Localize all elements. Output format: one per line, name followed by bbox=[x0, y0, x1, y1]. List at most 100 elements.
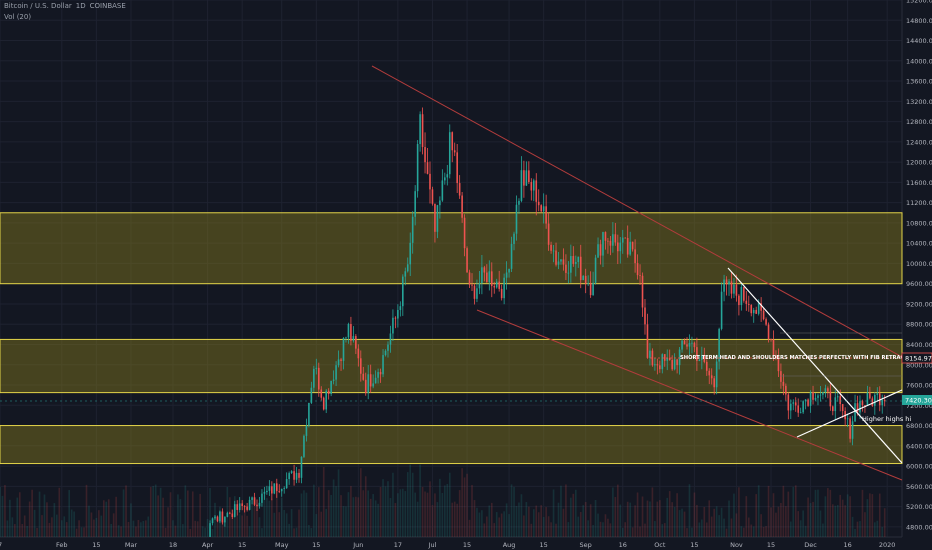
candle bbox=[283, 488, 285, 489]
volume-bar bbox=[305, 492, 308, 537]
candle bbox=[846, 418, 849, 420]
candle bbox=[498, 281, 500, 289]
candle bbox=[555, 250, 557, 265]
volume-bar bbox=[48, 522, 51, 537]
volume-bar bbox=[56, 514, 58, 537]
volume-bar bbox=[451, 502, 454, 537]
candle bbox=[446, 174, 449, 178]
volume-bar bbox=[330, 495, 332, 537]
candle bbox=[869, 392, 871, 399]
volume-bar bbox=[132, 520, 135, 537]
volume-bar bbox=[300, 493, 303, 537]
exchange-label: COINBASE bbox=[89, 2, 126, 10]
candle bbox=[355, 336, 357, 349]
volume-bar bbox=[75, 528, 78, 537]
candle bbox=[582, 275, 585, 281]
candle bbox=[792, 402, 795, 404]
volume-bar bbox=[621, 527, 624, 537]
volume-bar bbox=[253, 496, 256, 537]
candle bbox=[656, 364, 659, 366]
candle bbox=[550, 244, 552, 251]
candle bbox=[785, 385, 787, 395]
candle bbox=[436, 205, 439, 232]
candle bbox=[248, 499, 251, 510]
candle bbox=[337, 359, 340, 366]
interval-label: 1D bbox=[75, 2, 86, 10]
candle bbox=[856, 403, 859, 413]
candle bbox=[829, 391, 832, 407]
volume-bar bbox=[579, 512, 582, 537]
volume-bar bbox=[864, 512, 866, 537]
volume-bar bbox=[807, 497, 809, 537]
volume-bar bbox=[384, 486, 387, 537]
volume-bar bbox=[313, 484, 315, 537]
time-axis-label: Nov bbox=[730, 541, 743, 549]
volume-bar bbox=[584, 502, 587, 537]
volume-bar bbox=[409, 464, 412, 537]
volume-bar bbox=[824, 496, 827, 537]
volume-bar bbox=[866, 499, 869, 537]
candle bbox=[703, 355, 706, 362]
volume-bar bbox=[248, 526, 251, 537]
candle bbox=[458, 183, 461, 196]
candle bbox=[332, 379, 335, 381]
candle bbox=[572, 256, 575, 264]
candle bbox=[770, 339, 772, 340]
candle bbox=[404, 271, 407, 277]
volume-bar bbox=[883, 508, 886, 537]
candle bbox=[231, 513, 234, 517]
volume-bar bbox=[678, 510, 681, 537]
volume-bar bbox=[167, 507, 169, 537]
volume-bar bbox=[137, 519, 140, 537]
volume-bar bbox=[661, 524, 664, 537]
volume-bar bbox=[379, 486, 382, 537]
candle bbox=[520, 170, 523, 201]
volume-bar bbox=[881, 526, 884, 537]
candle bbox=[327, 390, 330, 394]
candle bbox=[518, 200, 520, 205]
volume-bar bbox=[488, 505, 491, 537]
volume-bar bbox=[387, 481, 389, 537]
volume-bar bbox=[414, 492, 416, 537]
candle bbox=[728, 281, 730, 285]
volume-bar bbox=[426, 492, 429, 537]
volume-bar bbox=[26, 526, 28, 537]
volume-bar bbox=[859, 521, 861, 537]
candle bbox=[490, 271, 493, 287]
volume-bar bbox=[402, 488, 404, 537]
candle bbox=[797, 405, 800, 413]
volume-bar bbox=[233, 496, 236, 537]
candle bbox=[379, 372, 382, 375]
volume-bar bbox=[476, 507, 478, 537]
candle bbox=[325, 390, 328, 410]
annotation-higher-highs: Higher highs hi bbox=[862, 415, 911, 423]
volume-bar bbox=[560, 485, 562, 537]
volume-bar bbox=[60, 520, 63, 537]
time-axis-label: Aug bbox=[503, 541, 516, 549]
volume-bar bbox=[130, 503, 132, 537]
volume-bar bbox=[688, 484, 691, 537]
volume-bar bbox=[844, 505, 846, 537]
volume-bar bbox=[461, 468, 463, 537]
volume-bar bbox=[528, 506, 530, 537]
volume-bar bbox=[308, 524, 310, 537]
current-price-label: 7420.30 bbox=[905, 397, 932, 405]
volume-bar bbox=[508, 514, 510, 537]
volume-bar bbox=[834, 505, 837, 537]
candle bbox=[849, 418, 851, 439]
volume-bar bbox=[782, 485, 785, 537]
volume-bar bbox=[646, 500, 649, 537]
volume-bar bbox=[100, 515, 103, 537]
volume-bar bbox=[90, 512, 93, 537]
candle bbox=[424, 147, 426, 163]
candle bbox=[767, 324, 770, 340]
candle bbox=[681, 340, 683, 350]
price-axis-label: 11600.00 bbox=[906, 179, 932, 187]
candle bbox=[644, 307, 646, 325]
symbol-name: Bitcoin / U.S. Dollar bbox=[4, 2, 72, 10]
volume-bar bbox=[58, 487, 61, 537]
volume-bar bbox=[209, 487, 211, 537]
candle bbox=[834, 397, 837, 412]
